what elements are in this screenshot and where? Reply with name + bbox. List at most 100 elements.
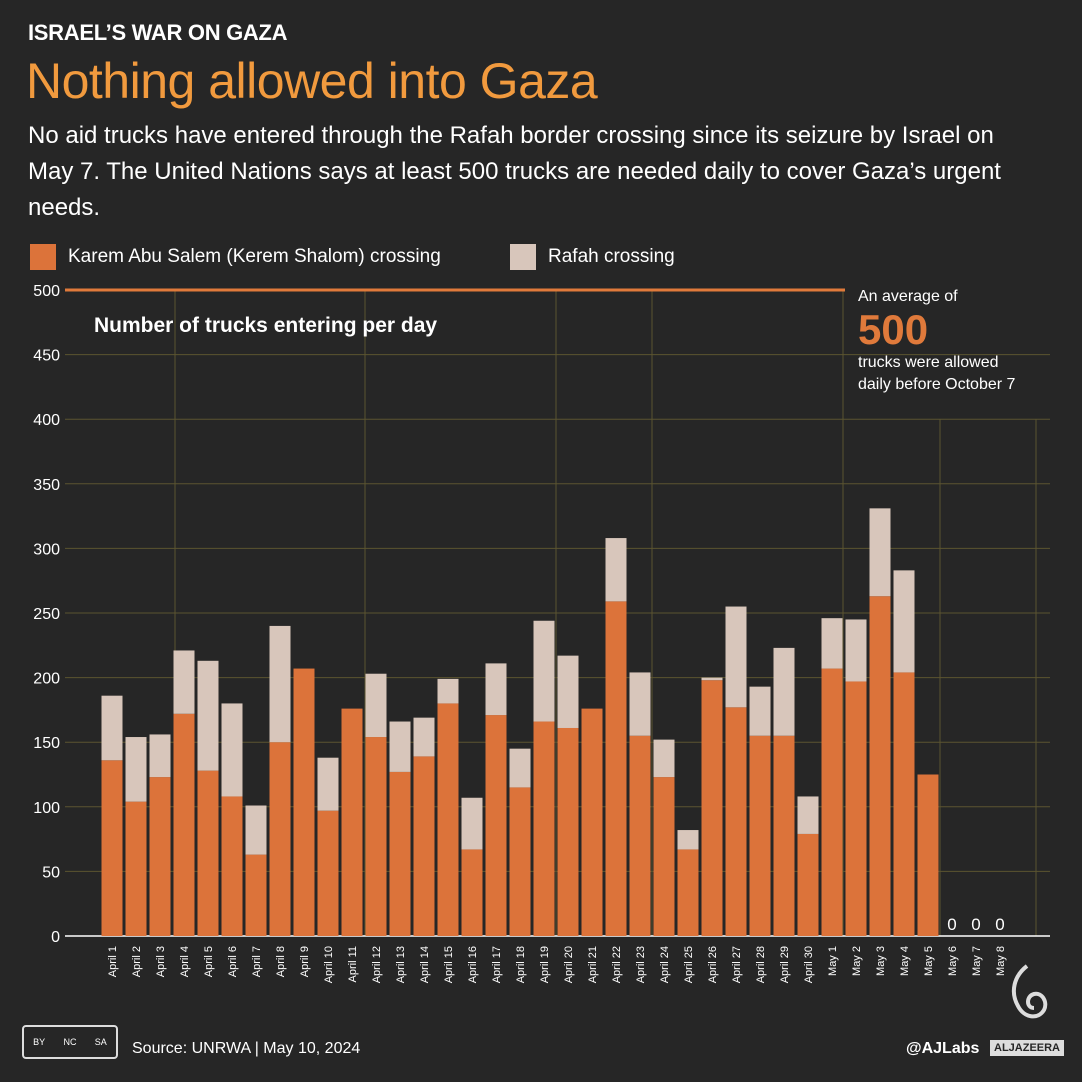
legend-label-rafah: Rafah crossing [548,246,675,267]
x-tick-label: April 25 [683,946,695,983]
bar-kerem [389,771,411,936]
annotation-value: 500 [858,306,929,353]
bar-kerem [437,703,459,936]
y-tick-label: 350 [33,477,60,494]
x-tick-label: April 18 [515,946,527,983]
x-tick-label: April 28 [755,946,767,983]
bar-rafah [893,570,915,673]
x-tick-label: April 9 [299,946,311,977]
x-tick-label: April 4 [179,946,191,977]
bar-rafah [725,606,747,708]
bar-kerem [581,708,603,936]
x-tick-label: April 17 [491,946,503,983]
x-tick-label: April 30 [803,946,815,983]
bar-kerem [317,810,339,936]
bar-kerem [773,735,795,936]
bar-rafah [437,678,459,704]
bar-kerem [893,672,915,936]
bar-rafah [533,620,555,722]
zero-label: 0 [947,915,956,934]
cc-nc: NC [63,1037,77,1047]
x-tick-label: May 6 [947,946,959,976]
x-tick-label: May 3 [875,946,887,976]
y-tick-label: 500 [33,283,60,300]
x-tick-label: April 12 [371,946,383,983]
bar-rafah [245,805,267,855]
zero-label: 0 [995,915,1004,934]
x-tick-label: April 6 [227,946,239,977]
bar-rafah [701,677,723,681]
chart-title: Number of trucks entering per day [94,314,438,337]
x-tick-label: April 22 [611,946,623,983]
bar-kerem [917,774,939,936]
x-tick-label: April 24 [659,946,671,983]
y-tick-label: 50 [42,864,60,881]
bar-kerem [461,849,483,936]
bar-kerem [413,756,435,936]
bar-rafah [365,673,387,738]
bar-kerem [797,833,819,936]
kicker: ISRAEL’S WAR ON GAZA [28,20,288,45]
bar-rafah [821,618,843,669]
bar-kerem [725,707,747,936]
annotation-line2: trucks were allowed [858,354,999,371]
bar-rafah [869,508,891,597]
bar-rafah [461,797,483,850]
bar-kerem [197,770,219,936]
x-tick-label: April 8 [275,946,287,977]
y-tick-label: 100 [33,800,60,817]
bar-rafah [653,739,675,778]
bar-kerem [629,735,651,936]
bar-kerem [701,680,723,936]
bar-rafah [605,538,627,602]
x-tick-label: April 21 [587,946,599,983]
x-tick-label: April 23 [635,946,647,983]
cc-sa: SA [94,1037,107,1047]
x-tick-label: April 1 [107,946,119,977]
average-annotation: An average of 500 trucks were allowed da… [858,286,1015,396]
bar-rafah [797,796,819,834]
bar-kerem [845,681,867,936]
legend-swatch-rafah [510,244,536,270]
bar-kerem [149,777,171,936]
x-tick-label: April 14 [419,946,431,983]
source-text: Source: UNRWA | May 10, 2024 [132,1040,361,1057]
y-tick-label: 300 [33,541,60,558]
bar-kerem [269,742,291,936]
aljazeera-logo-icon [1011,964,1048,1019]
bar-kerem [677,849,699,936]
x-tick-label: April 20 [563,946,575,983]
x-tick-label: April 27 [731,946,743,983]
x-tick-label: May 8 [995,946,1007,976]
x-tick-label: April 15 [443,946,455,983]
legend-label-kerem: Karem Abu Salem (Kerem Shalom) crossing [68,246,441,267]
bar-kerem [509,787,531,936]
x-tick-label: April 5 [203,946,215,977]
bar-rafah [389,721,411,772]
x-tick-label: April 26 [707,946,719,983]
y-tick-label: 150 [33,735,60,752]
bar-kerem [533,721,555,936]
bar-kerem [125,801,147,936]
bar-kerem [293,668,315,936]
aljazeera-logo-text: ALJAZEERA [990,1040,1065,1056]
zero-label: 0 [971,915,980,934]
x-tick-label: April 16 [467,946,479,983]
x-tick-label: May 5 [923,946,935,976]
y-tick-label: 250 [33,606,60,623]
x-tick-label: April 19 [539,946,551,983]
bar-rafah [101,695,123,761]
annotation-line3: daily before October 7 [858,376,1016,393]
x-tick-label: May 1 [827,946,839,976]
bar-kerem [821,668,843,936]
bar-kerem [173,713,195,936]
y-tick-label: 200 [33,671,60,688]
x-tick-label: April 29 [779,946,791,983]
subtitle: No aid trucks have entered through the R… [28,122,1001,221]
bar-rafah [125,737,147,802]
bar-kerem [653,777,675,936]
legend-item-kerem: Karem Abu Salem (Kerem Shalom) crossing [30,244,441,270]
legend-item-rafah: Rafah crossing [510,244,675,270]
cc-by: BY [33,1037,46,1047]
